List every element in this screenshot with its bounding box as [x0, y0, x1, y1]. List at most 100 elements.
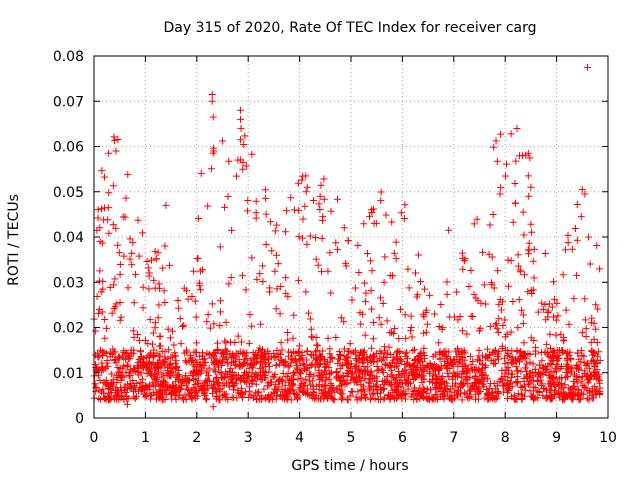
data-point	[115, 249, 123, 257]
data-point	[287, 396, 295, 404]
data-point	[573, 379, 581, 387]
data-point	[211, 358, 219, 366]
data-point	[378, 365, 386, 373]
data-point	[264, 379, 272, 387]
data-point	[317, 181, 325, 189]
data-point	[473, 215, 481, 223]
data-point	[145, 383, 153, 391]
data-point	[150, 346, 158, 354]
data-point	[570, 385, 578, 393]
data-point	[361, 391, 369, 399]
data-point	[504, 384, 512, 392]
data-point	[292, 357, 300, 365]
data-point	[99, 348, 107, 356]
data-point	[493, 325, 501, 333]
data-point	[246, 310, 254, 318]
data-point	[479, 380, 487, 388]
data-point	[301, 365, 309, 373]
data-point	[116, 299, 124, 307]
data-point	[204, 202, 212, 210]
data-point	[95, 277, 103, 285]
data-point	[161, 362, 169, 370]
axis-ticks: 0 1 2 3 4 5 6 7 8 9 10 0 0.01 0.02 0.03 0.04 0.05 0.06 0.0…	[53, 49, 617, 446]
data-point	[514, 251, 522, 259]
data-point	[179, 396, 187, 404]
data-point	[500, 388, 508, 396]
data-point	[459, 381, 467, 389]
data-point	[243, 360, 251, 368]
data-point	[237, 390, 245, 398]
data-point	[335, 348, 343, 356]
data-point	[499, 321, 507, 329]
data-point	[221, 203, 229, 211]
data-point	[273, 285, 281, 293]
data-point	[143, 354, 151, 362]
data-point	[503, 376, 511, 384]
data-point	[355, 269, 363, 277]
data-point	[310, 372, 318, 380]
data-point	[249, 349, 257, 357]
data-point	[239, 158, 247, 166]
data-point	[585, 365, 593, 373]
data-point	[401, 395, 409, 403]
data-point	[368, 206, 376, 214]
data-point	[499, 382, 507, 390]
data-point	[580, 383, 588, 391]
data-point	[524, 172, 532, 180]
data-point	[181, 375, 189, 383]
data-point	[271, 227, 279, 235]
x-tick-label: 6	[398, 430, 407, 446]
data-point	[488, 281, 496, 289]
data-point	[96, 377, 104, 385]
data-point	[495, 348, 503, 356]
data-point	[509, 297, 517, 305]
data-point	[225, 379, 233, 387]
data-point	[409, 375, 417, 383]
data-point	[123, 395, 131, 403]
data-point	[543, 340, 551, 348]
data-point	[326, 370, 334, 378]
data-point	[596, 384, 604, 392]
data-point	[527, 183, 535, 191]
data-point	[167, 360, 175, 368]
data-point	[326, 249, 334, 257]
data-point	[423, 320, 431, 328]
data-point	[437, 393, 445, 401]
data-point	[119, 351, 127, 359]
data-point	[332, 239, 340, 247]
data-point	[154, 249, 162, 257]
data-point	[269, 395, 277, 403]
data-point	[297, 374, 305, 382]
data-point	[583, 63, 591, 71]
data-point	[530, 337, 538, 345]
data-point	[156, 387, 164, 395]
data-point	[146, 392, 154, 400]
data-point	[438, 324, 446, 332]
data-point	[446, 355, 454, 363]
data-point	[507, 130, 515, 138]
data-point	[470, 290, 478, 298]
data-point	[478, 360, 486, 368]
data-point	[419, 362, 427, 370]
data-point	[563, 355, 571, 363]
data-point	[123, 350, 131, 358]
data-point	[148, 256, 155, 264]
data-point	[483, 345, 491, 353]
data-point	[339, 394, 347, 402]
data-point	[295, 342, 303, 350]
data-point	[213, 380, 221, 388]
data-point	[242, 388, 250, 396]
data-point	[135, 371, 143, 379]
data-point	[222, 339, 230, 347]
data-point	[362, 298, 370, 306]
data-point	[130, 346, 138, 354]
data-point	[142, 383, 150, 391]
data-point	[168, 327, 176, 335]
data-point	[265, 391, 273, 399]
data-point	[338, 314, 346, 322]
data-point	[443, 379, 451, 387]
data-point	[106, 283, 114, 291]
data-point	[427, 386, 435, 394]
data-point	[181, 391, 189, 399]
data-point	[498, 344, 506, 352]
